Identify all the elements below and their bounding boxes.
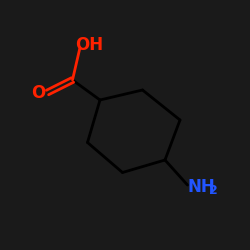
Text: 2: 2 — [209, 184, 218, 197]
Text: O: O — [31, 84, 45, 102]
Text: OH: OH — [75, 36, 103, 54]
Text: NH: NH — [188, 178, 215, 196]
